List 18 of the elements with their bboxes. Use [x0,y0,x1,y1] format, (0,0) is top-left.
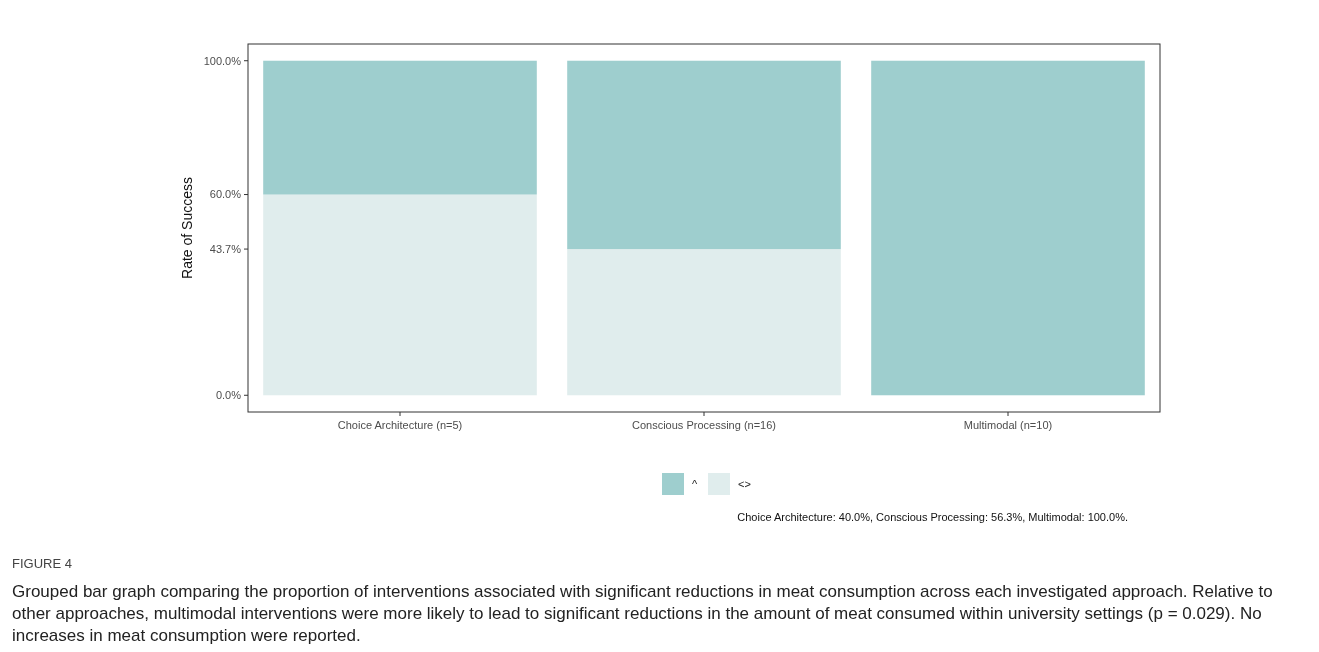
y-tick-label: 0.0% [215,389,242,402]
y-tick-label: 100.0% [203,54,242,67]
y-tick-label: 43.7% [209,242,242,255]
x-tick-label: Multimodal (n=10) [963,419,1053,431]
bar [871,60,1145,396]
caption: FIGURE 4 [12,556,72,571]
bar [567,60,841,250]
text: Choice Architecture: 40.0%, Conscious Processing: 56.3%, Multimodal: 100.0%. [737,511,1128,523]
bar [263,194,537,396]
y-tick-label: 60.0% [209,188,242,201]
x-tick-label: Choice Architecture (n=5) [337,419,463,431]
y-axis-title: Rate of Success [179,177,195,279]
text: Grouped bar graph comparing the proportion of interventions associated with significant reductions in meat consumption across each investigated approach. Relative to other approaches, multimodal interventions were more likely to lead to significant reductions in the amount of meat consumed within university settings (p = 0.029). No increases in meat consumption were reported. [12,582,1273,645]
bar [263,60,537,195]
legend-label: <> [738,478,751,490]
legend-label: ^ [692,478,698,490]
x-tick-label: Conscious Processing (n=16) [632,419,776,431]
bar [567,249,841,396]
